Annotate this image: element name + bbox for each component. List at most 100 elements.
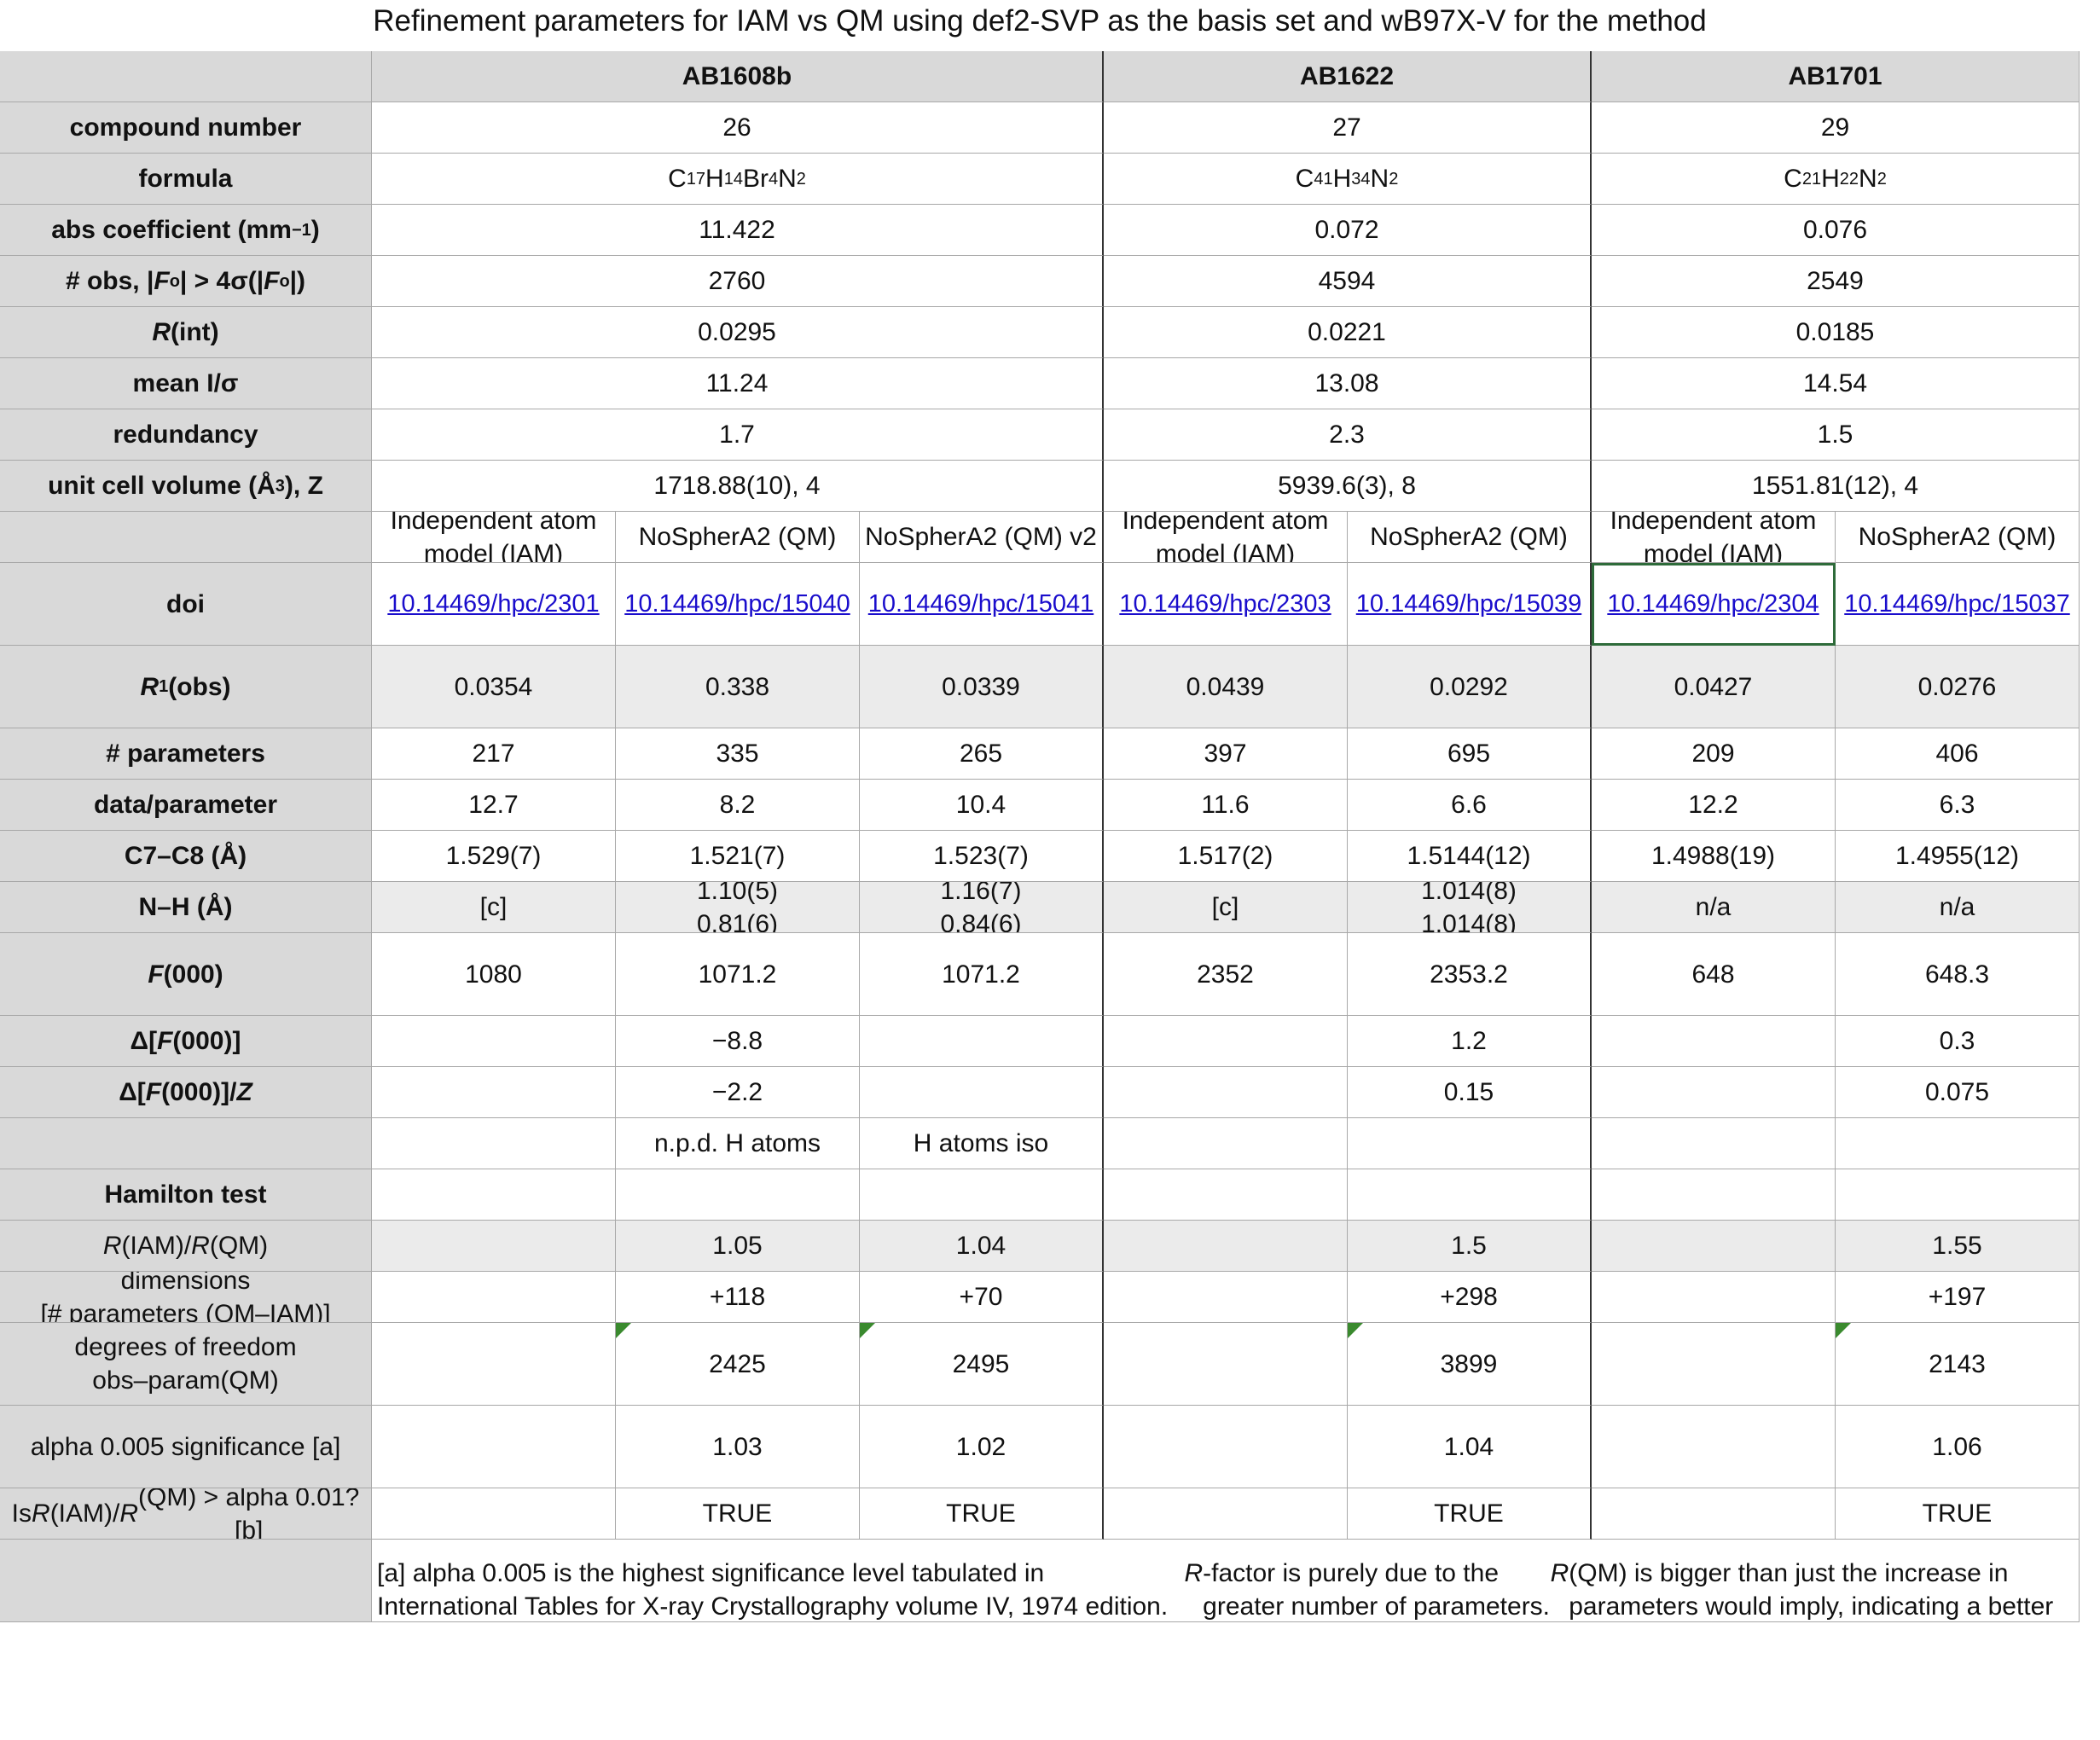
- data-cell: [c]: [372, 882, 616, 933]
- text-run: Δ[: [130, 1027, 158, 1055]
- data-cell: 1.521(7): [616, 831, 860, 882]
- data-cell: [1104, 1016, 1348, 1067]
- data-cell: 0.0185: [1592, 307, 2080, 358]
- data-cell: 1.517(2): [1104, 831, 1348, 882]
- data-cell: 12.7: [372, 780, 616, 831]
- data-cell: 1.04: [860, 1221, 1104, 1272]
- data-cell: C 41 H 34 N 2: [1104, 154, 1592, 205]
- text-run: F: [157, 1027, 173, 1055]
- data-cell: 2.3: [1104, 409, 1592, 461]
- data-cell: 648.3: [1836, 933, 2080, 1016]
- data-cell: 2760: [372, 256, 1104, 307]
- data-cell: 1.5: [1592, 409, 2080, 461]
- data-cell: [1104, 1323, 1348, 1406]
- data-cell: 1.05: [616, 1221, 860, 1272]
- text-run: Is: [11, 1499, 32, 1528]
- data-cell: 2549: [1592, 256, 2080, 307]
- doi-link[interactable]: 10.14469/hpc/2303: [1104, 563, 1348, 646]
- data-cell: 209: [1592, 728, 1836, 780]
- text-run: -factor is purely due to the greater num…: [1203, 1559, 1551, 1621]
- data-cell: 1.06: [1836, 1406, 2080, 1488]
- data-cell: 648: [1592, 933, 1836, 1016]
- row-label: Is R (IAM)/ R (QM) > alpha 0.01? [b]: [0, 1488, 372, 1540]
- data-cell: C 21 H 22 N 2: [1592, 154, 2080, 205]
- text-run: F: [154, 267, 170, 295]
- column-header: AB1622: [1104, 51, 1592, 102]
- data-cell: [1348, 1169, 1592, 1221]
- data-cell: [1592, 1323, 1836, 1406]
- text-run: [a] alpha 0.005 is the highest significa…: [377, 1559, 1169, 1621]
- data-cell: n.p.d. H atoms: [616, 1118, 860, 1169]
- text-run: R: [102, 1232, 122, 1260]
- row-label: N–H (Å): [0, 882, 372, 933]
- data-cell: 26: [372, 102, 1104, 154]
- text-run: (int): [171, 318, 219, 346]
- text-run: |): [289, 267, 306, 295]
- data-cell: 1.4955(12): [1836, 831, 2080, 882]
- data-cell: 4594: [1104, 256, 1592, 307]
- row-label: Hamilton test: [0, 1169, 372, 1221]
- data-cell: [860, 1067, 1104, 1118]
- data-cell: [1348, 1118, 1592, 1169]
- data-cell: [1104, 1221, 1348, 1272]
- text-run: N: [778, 165, 797, 193]
- data-cell: 1.5144(12): [1348, 831, 1592, 882]
- data-cell: 1.10(5) 0.81(6): [616, 882, 860, 933]
- data-cell: 8.2: [616, 780, 860, 831]
- data-cell: [1592, 1118, 1836, 1169]
- row-label: formula: [0, 154, 372, 205]
- text-run: R: [119, 1499, 139, 1528]
- doi-link[interactable]: 10.14469/hpc/15041: [860, 563, 1104, 646]
- row-label: R (IAM)/ R (QM): [0, 1221, 372, 1272]
- text-run: Z: [236, 1078, 252, 1106]
- data-cell: 1.7: [372, 409, 1104, 461]
- row-label: F (000): [0, 933, 372, 1016]
- row-label: # parameters: [0, 728, 372, 780]
- text-run: ), Z: [284, 472, 323, 500]
- data-cell: 1551.81(12), 4: [1592, 461, 2080, 512]
- data-cell: 0.075: [1836, 1067, 2080, 1118]
- text-run: (QM) is bigger than just the increase in…: [1569, 1559, 2054, 1621]
- data-cell: 1.014(8) 1.014(8): [1348, 882, 1592, 933]
- data-cell: 1080: [372, 933, 616, 1016]
- data-cell: TRUE: [616, 1488, 860, 1540]
- data-cell: [1104, 1488, 1348, 1540]
- doi-link[interactable]: 10.14469/hpc/15037: [1836, 563, 2080, 646]
- text-run: (IAM)/: [49, 1499, 120, 1528]
- data-cell: 397: [1104, 728, 1348, 780]
- row-label: doi: [0, 563, 372, 646]
- doi-link[interactable]: 10.14469/hpc/2301: [372, 563, 616, 646]
- data-cell: 11.6: [1104, 780, 1348, 831]
- data-cell: 1718.88(10), 4: [372, 461, 1104, 512]
- text-run: R: [140, 672, 160, 701]
- text-run: C: [1295, 165, 1314, 193]
- text-run: R: [1550, 1559, 1569, 1587]
- data-cell: 217: [372, 728, 616, 780]
- data-cell: 1.529(7): [372, 831, 616, 882]
- text-run: Br: [742, 165, 769, 193]
- data-cell: 0.076: [1592, 205, 2080, 256]
- data-cell: 1.55: [1836, 1221, 2080, 1272]
- text-run: ): [310, 216, 320, 244]
- comment-marker: [616, 1323, 631, 1338]
- corner-cell: [0, 51, 372, 102]
- data-cell: 27: [1104, 102, 1592, 154]
- data-cell: 1.5: [1348, 1221, 1592, 1272]
- data-cell: [372, 1488, 616, 1540]
- data-cell: 335: [616, 728, 860, 780]
- data-cell: TRUE: [1836, 1488, 2080, 1540]
- data-cell: 0.3: [1836, 1016, 2080, 1067]
- column-header: AB1701: [1592, 51, 2080, 102]
- data-cell: [372, 1406, 616, 1488]
- doi-link[interactable]: 10.14469/hpc/15040: [616, 563, 860, 646]
- text-run: C: [668, 165, 687, 193]
- data-cell: 0.072: [1104, 205, 1592, 256]
- text-run: (IAM)/: [121, 1232, 192, 1260]
- row-label: [0, 1118, 372, 1169]
- row-label: C7–C8 (Å): [0, 831, 372, 882]
- doi-link[interactable]: 10.14469/hpc/15039: [1348, 563, 1592, 646]
- doi-link[interactable]: 10.14469/hpc/2304: [1592, 563, 1836, 646]
- row-label: alpha 0.005 significance [a]: [0, 1406, 372, 1488]
- data-cell: 6.3: [1836, 780, 2080, 831]
- data-cell: NoSpherA2 (QM) v2: [860, 512, 1104, 563]
